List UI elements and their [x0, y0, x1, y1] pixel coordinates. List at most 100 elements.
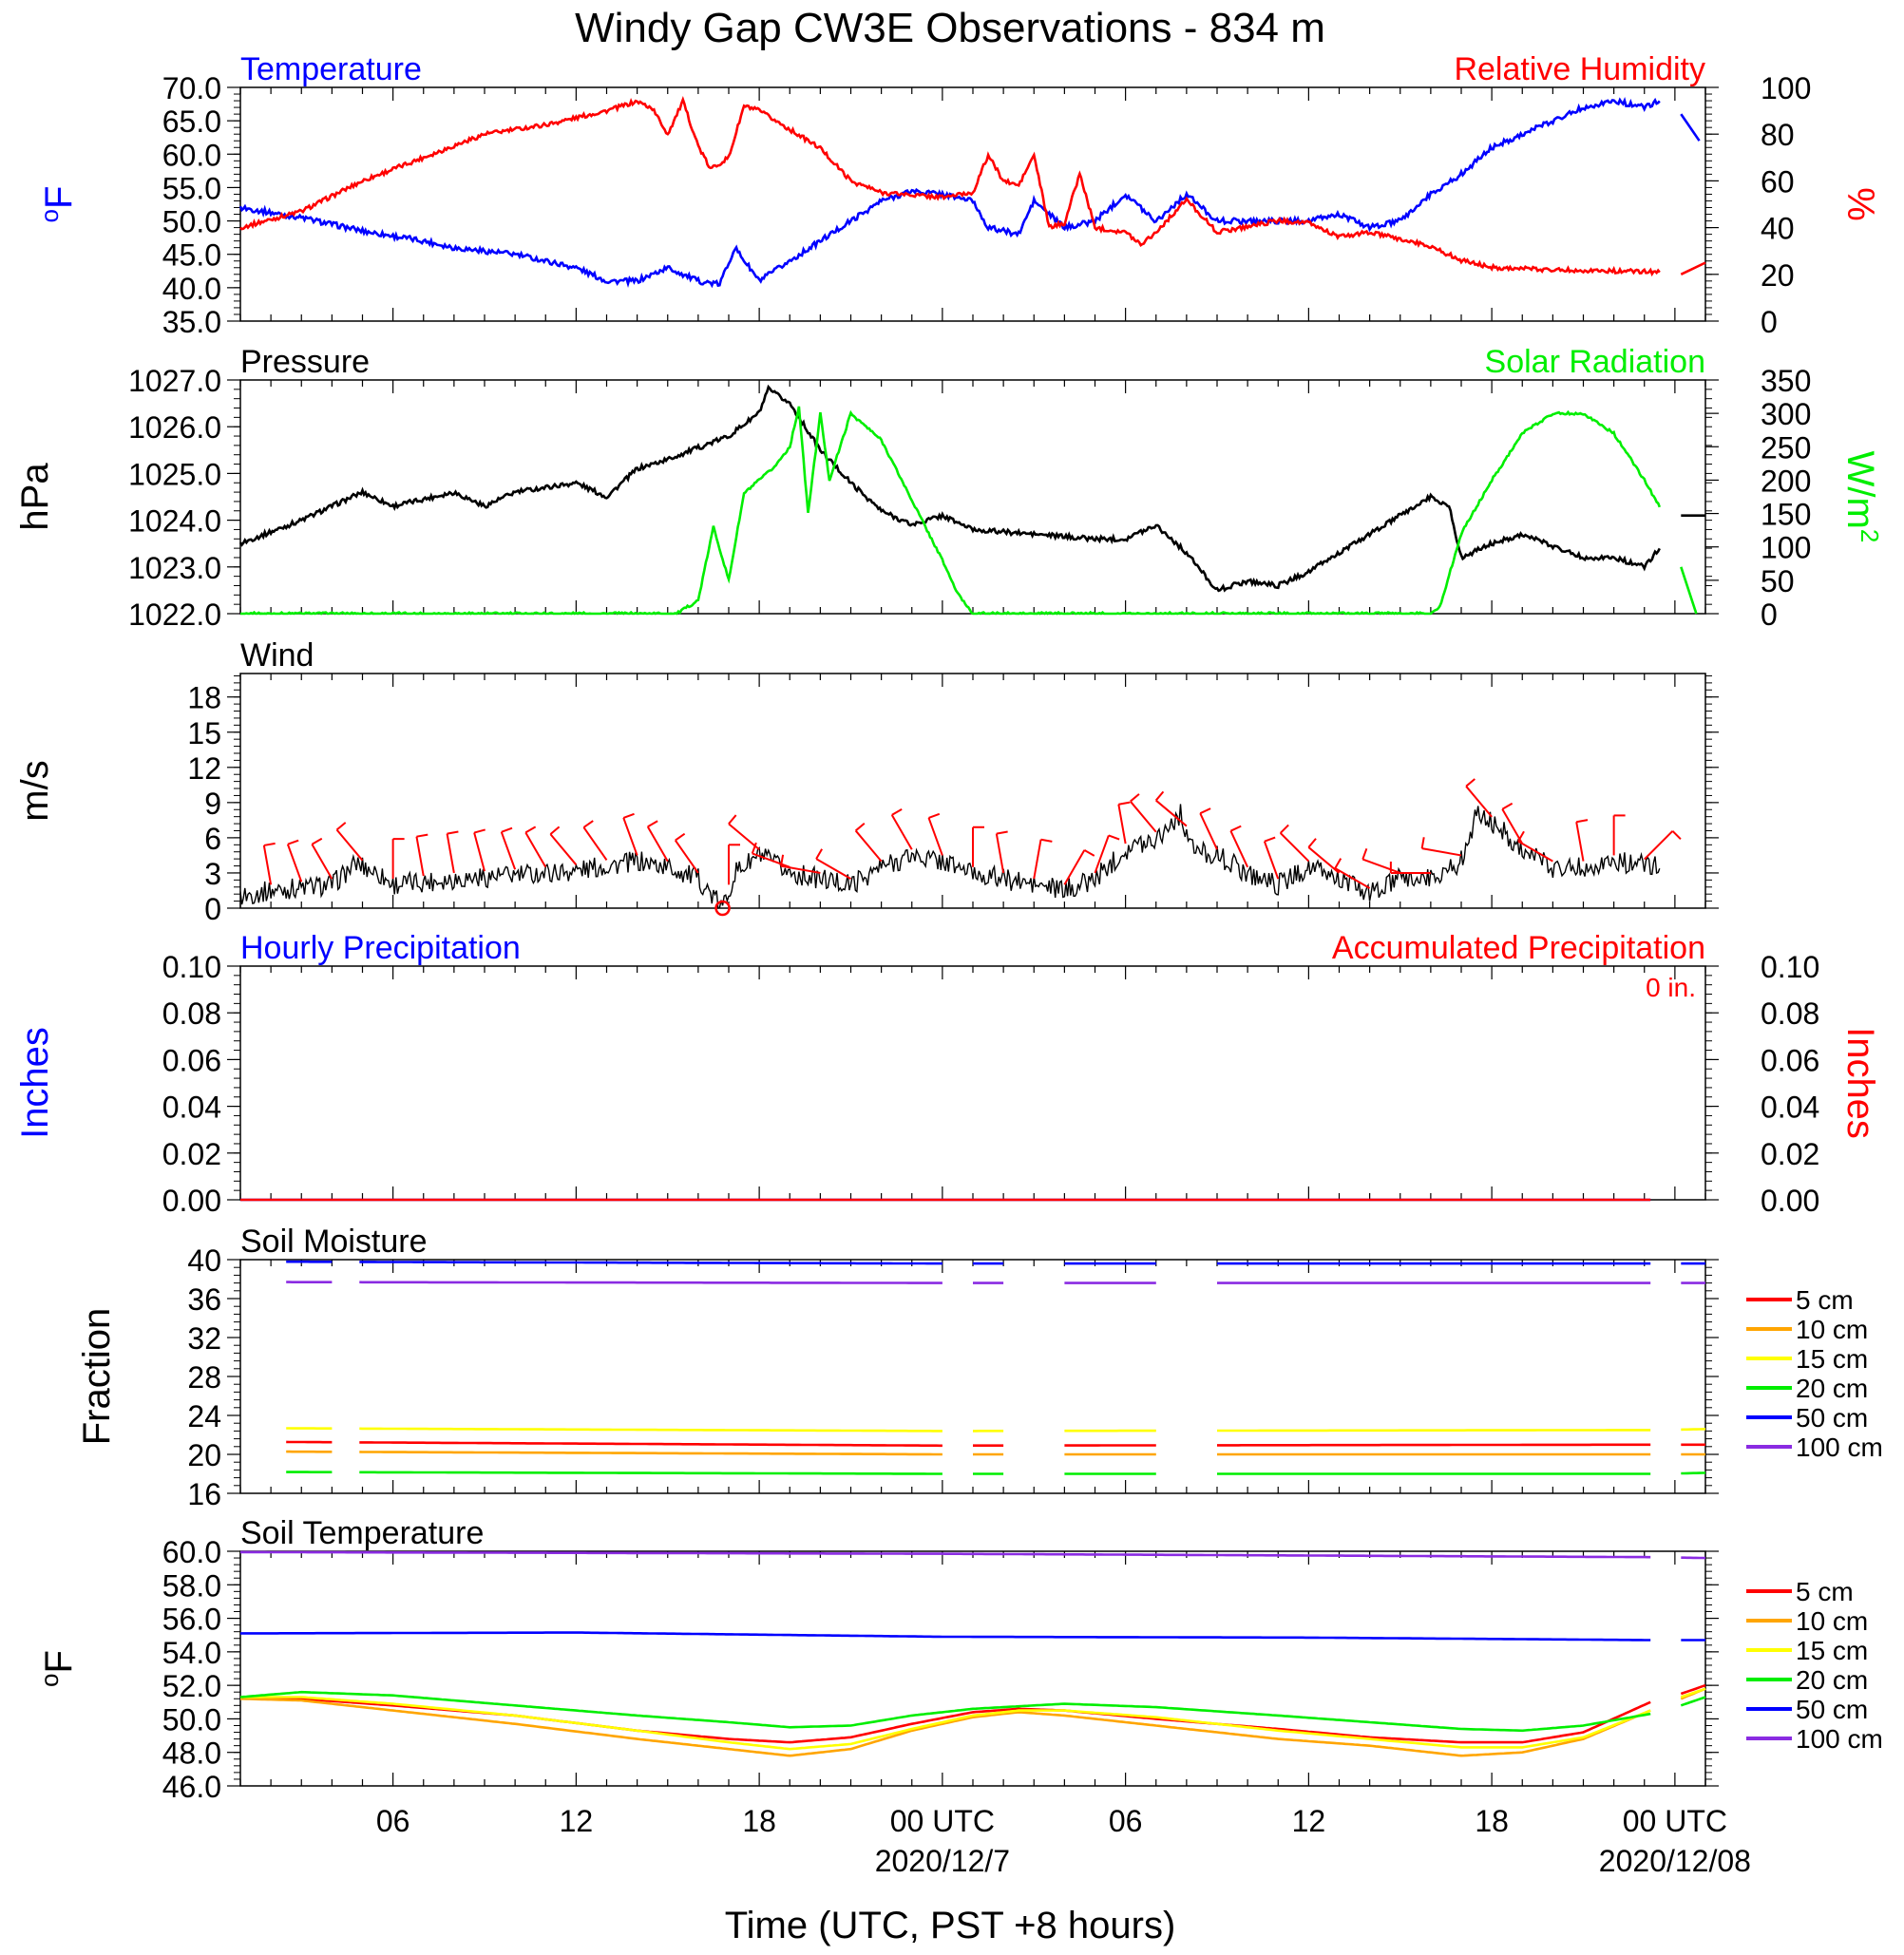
y-axis-right: 0 20 40 60 80 100: [1705, 71, 1811, 339]
wind-barb: [646, 826, 669, 863]
y-tick-label: 1023.0: [128, 551, 221, 585]
y-tick-label: 16: [187, 1477, 221, 1511]
wind-barb-flag: [996, 830, 1008, 835]
wind-barb-flag: [549, 826, 561, 835]
y-axis-title-right: Inches: [1839, 1027, 1881, 1139]
y-axis-title-left: m/s: [14, 760, 56, 821]
wind-barb: [1279, 832, 1310, 863]
series-line-wind-speed: [239, 804, 1661, 909]
y-tick-label: 54.0: [162, 1636, 221, 1670]
x-tick-label: 18: [1475, 1804, 1509, 1838]
wind-barb: [1644, 830, 1674, 861]
wind-barb-flag: [1229, 825, 1242, 832]
panel-frame: [239, 1259, 1706, 1494]
y-tick-label: 45.0: [162, 238, 221, 273]
y-tick-label: 20: [187, 1438, 221, 1472]
panel-title-right: Relative Humidity: [1454, 51, 1705, 87]
wind-barb-flag: [815, 848, 823, 860]
y-axis-left: 1022.0 1023.0 1024.0 1025.0 1026.0 1027.0: [128, 364, 1712, 632]
series-line-20-cm: [239, 1690, 1651, 1733]
y-tick-label: 58.0: [162, 1568, 221, 1603]
series-line-10-cm: [359, 1451, 942, 1456]
wind-barb-flag: [751, 842, 757, 854]
y-axis-left: 46.048.050.052.054.056.058.060.0: [162, 1535, 1719, 1804]
y-tick-label-right: 300: [1761, 397, 1811, 431]
legend-label: 5 cm: [1796, 1577, 1854, 1606]
y-tick-label: 60.0: [162, 138, 221, 172]
wind-barb: [1307, 846, 1341, 874]
wind-barb: [549, 833, 578, 865]
legend-label: 50 cm: [1796, 1695, 1868, 1724]
wind-barb: [927, 817, 943, 856]
panel-title-left: Soil Moisture: [240, 1224, 428, 1260]
panel-title-left: Temperature: [240, 51, 422, 87]
x-ticks: [239, 1551, 1706, 1786]
y-tick-label: 60.0: [162, 1535, 221, 1569]
y-tick-label: 0.10: [162, 950, 221, 984]
accumulated-annotation: 0 in.: [1646, 973, 1696, 1002]
wind-barb-flag: [1576, 819, 1589, 824]
y-tick-label-right: 200: [1761, 464, 1811, 498]
wind-barb-flag: [1517, 830, 1525, 843]
y-tick-label: 55.0: [162, 171, 221, 205]
y-tick-label: 0.06: [162, 1043, 221, 1077]
wind-barb-flag: [311, 837, 323, 845]
series-line-humidity-after-gap: [1680, 261, 1706, 275]
wind-barb: [622, 817, 638, 856]
wind-barb: [1129, 800, 1157, 833]
y-axis-title-left: oF: [35, 1650, 80, 1687]
y-tick-label-right: 0.04: [1761, 1091, 1819, 1125]
calm-marker: [714, 900, 731, 917]
wind-barb: [854, 829, 883, 863]
y-tick-label: 15: [187, 716, 221, 750]
y-tick-label: 28: [187, 1360, 221, 1395]
series-line-15-cm: [1680, 1687, 1706, 1699]
legend-label: 15 cm: [1796, 1344, 1868, 1374]
x-tick-label: 12: [1292, 1804, 1326, 1838]
wind-barb-flag: [854, 822, 866, 832]
wind-barb: [1155, 799, 1188, 827]
y-tick-label-right: 0: [1761, 598, 1778, 632]
x-tick-label: 06: [1109, 1804, 1143, 1838]
panel-precipitation: 0.00 0.02 0.04 0.06 0.08 0.10 0.00 0.02 0.04 0.06…: [14, 930, 1881, 1218]
legend-label: 100 cm: [1796, 1433, 1883, 1462]
wind-barb: [1361, 858, 1401, 874]
series-line-relative-humidity: [239, 96, 1661, 277]
y-tick-label: 18: [187, 681, 221, 715]
x-ticks: [239, 87, 1706, 321]
wind-barb: [311, 844, 333, 880]
wind-barb: [1033, 839, 1042, 880]
panel-title-left: Hourly Precipitation: [240, 930, 521, 966]
wind-barb-flag: [1307, 838, 1317, 848]
y-tick-label: 1022.0: [128, 598, 221, 632]
panel-frame: [239, 1550, 1706, 1787]
y-tick-label: 9: [204, 787, 221, 821]
series-line-solar-radiation: [240, 406, 1662, 616]
wind-barb-flag: [1501, 802, 1514, 810]
series-line-5-cm: [239, 1696, 1651, 1744]
y-tick-label: 1025.0: [128, 457, 221, 491]
date-label: 2020/12/7: [875, 1844, 1010, 1878]
legend-label: 50 cm: [1796, 1403, 1868, 1433]
legend-label: 10 cm: [1796, 1606, 1868, 1636]
wind-barb: [1421, 847, 1462, 857]
wind-barb: [752, 852, 790, 868]
x-ticks: [239, 674, 1706, 908]
x-tick-label: 06: [376, 1804, 410, 1838]
wind-barb-flag: [501, 826, 513, 833]
wind-barb-flag: [1199, 807, 1211, 815]
y-tick-label-right: 0.08: [1761, 996, 1819, 1031]
legend-label: 5 cm: [1796, 1285, 1854, 1315]
wind-barb-flag: [1130, 793, 1140, 803]
x-tick-label: 12: [560, 1804, 594, 1838]
series-line-100-cm: [359, 1281, 942, 1284]
y-tick-label: 1024.0: [128, 504, 221, 539]
wind-barb: [674, 839, 699, 874]
wind-barb-flag: [1334, 858, 1342, 869]
y-tick-label: 0.02: [162, 1137, 221, 1171]
y-tick-label: 36: [187, 1282, 221, 1317]
